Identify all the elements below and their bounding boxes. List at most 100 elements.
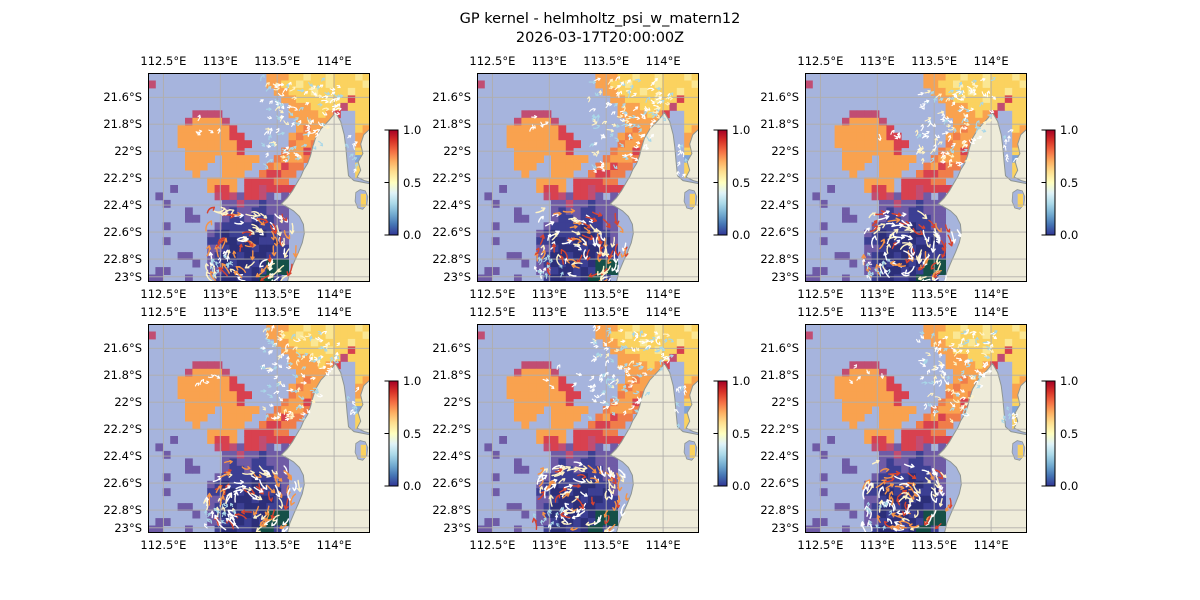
y-tick-label: 22.2°S: [432, 422, 471, 437]
figure-subtitle: 2026-03-17T20:00:00Z: [515, 30, 685, 46]
x-tick-label-top: 114°E: [645, 305, 681, 319]
map-panel-4: 112.5°E 112.5°E 113°E 113°E 113.5°E 113.5°E 11…: [103, 305, 421, 552]
x-tick-label-bottom: 112.5°E: [140, 287, 187, 301]
gridlines: [148, 324, 370, 533]
map-plot: [148, 73, 370, 282]
x-tick-label-bottom: 113.5°E: [254, 287, 301, 301]
y-tick-label: 22.2°S: [760, 171, 799, 186]
x-tick-label-bottom: 114°E: [973, 538, 1009, 552]
map-panel-6: 112.5°E 112.5°E 113°E 113°E 113.5°E 113.5°E 11…: [760, 305, 1078, 552]
y-tick-label: 22°S: [443, 144, 471, 159]
x-tick-label-bottom: 113°E: [859, 538, 895, 552]
gridlines: [805, 324, 1027, 533]
colorbar: [713, 129, 728, 236]
x-tick-label-top: 112.5°E: [140, 54, 187, 68]
y-tick-label: 21.8°S: [103, 368, 142, 383]
x-tick-label-bottom: 112.5°E: [797, 538, 844, 552]
x-tick-label-bottom: 114°E: [316, 287, 352, 301]
colorbar: [384, 380, 399, 487]
colorbar-tick-label: 0.5: [403, 426, 422, 441]
map-plot: [805, 324, 1027, 533]
x-tick-label-top: 114°E: [973, 305, 1009, 319]
colorbar: [713, 380, 728, 487]
y-tick-label: 21.6°S: [432, 90, 471, 105]
y-tick-label: 23°S: [443, 269, 471, 284]
y-tick-label: 22.8°S: [103, 252, 142, 267]
y-tick-label: 21.6°S: [760, 90, 799, 105]
colorbar-tick-label: 1.0: [403, 123, 422, 137]
quiver-arrows: [531, 325, 687, 533]
x-tick-label-bottom: 113°E: [202, 287, 238, 301]
figure-title: GP kernel - helmholtz_psi_w_matern12: [459, 11, 741, 27]
x-tick-label-top: 113°E: [859, 305, 895, 319]
x-tick-label-bottom: 112.5°E: [469, 538, 516, 552]
y-tick-label: 21.8°S: [760, 117, 799, 132]
colorbar-tick-label: 1.0: [403, 374, 422, 388]
quiver-arrows: [861, 77, 1018, 282]
colorbar-tick-label: 0.0: [732, 228, 751, 242]
x-tick-label-bottom: 112.5°E: [469, 287, 516, 301]
x-tick-label-top: 114°E: [645, 54, 681, 68]
y-tick-label: 22.2°S: [432, 171, 471, 186]
x-tick-label-bottom: 113.5°E: [911, 538, 958, 552]
colorbar-tick-label: 0.0: [732, 479, 751, 493]
colorbar-tick-label: 1.0: [732, 374, 751, 388]
x-tick-label-bottom: 114°E: [645, 287, 681, 301]
y-tick-label: 21.8°S: [432, 368, 471, 383]
y-tick-label: 21.6°S: [103, 341, 142, 356]
y-tick-label: 22.4°S: [760, 449, 799, 464]
y-tick-label: 22.6°S: [432, 225, 471, 240]
colorbar-tick-label: 0.0: [403, 228, 422, 242]
x-tick-label-top: 112.5°E: [469, 54, 516, 68]
land-layer: [609, 362, 699, 533]
colorbar: [1041, 129, 1056, 236]
x-tick-label-bottom: 113.5°E: [254, 538, 301, 552]
y-tick-label: 22°S: [443, 395, 471, 410]
x-tick-label-top: 113.5°E: [583, 305, 630, 319]
colorbar-tick-label: 1.0: [1060, 123, 1079, 137]
colorbar-tick-label: 0.0: [1060, 479, 1079, 493]
colorbar-tick-label: 1.0: [732, 123, 751, 137]
x-tick-label-top: 114°E: [316, 54, 352, 68]
land-layer: [609, 111, 699, 282]
y-tick-label: 23°S: [771, 520, 799, 535]
gridlines: [148, 73, 370, 282]
y-tick-label: 21.6°S: [103, 90, 142, 105]
y-tick-label: 22°S: [771, 144, 799, 159]
y-tick-label: 22.8°S: [432, 503, 471, 518]
y-tick-label: 22.6°S: [432, 476, 471, 491]
gridlines: [477, 324, 699, 533]
y-tick-label: 22.2°S: [103, 422, 142, 437]
y-tick-label: 22.8°S: [432, 252, 471, 267]
y-tick-label: 22°S: [771, 395, 799, 410]
x-tick-label-top: 112.5°E: [797, 54, 844, 68]
y-tick-label: 22°S: [114, 395, 142, 410]
y-tick-label: 21.8°S: [432, 117, 471, 132]
colorbar-tick-label: 0.0: [1060, 228, 1079, 242]
y-tick-label: 23°S: [114, 269, 142, 284]
map-panel-5: 112.5°E 112.5°E 113°E 113°E 113.5°E 113.5°E 11…: [432, 305, 750, 552]
y-tick-label: 21.8°S: [103, 117, 142, 132]
colorbar-tick-label: 0.5: [1060, 175, 1079, 190]
y-tick-label: 21.6°S: [432, 341, 471, 356]
x-tick-label-top: 114°E: [973, 54, 1009, 68]
y-tick-label: 22.6°S: [103, 225, 142, 240]
x-tick-label-bottom: 114°E: [316, 538, 352, 552]
x-tick-label-top: 113°E: [531, 305, 567, 319]
colorbar-tick-label: 0.5: [403, 175, 422, 190]
x-tick-label-top: 113°E: [531, 54, 567, 68]
x-tick-label-bottom: 113°E: [531, 287, 567, 301]
map-plot: [805, 73, 1027, 282]
colorbar-tick-label: 0.0: [403, 479, 422, 493]
x-tick-label-bottom: 113°E: [202, 538, 238, 552]
y-tick-label: 22.2°S: [103, 171, 142, 186]
gridlines: [805, 73, 1027, 282]
x-tick-label-bottom: 114°E: [645, 538, 681, 552]
y-tick-label: 23°S: [443, 520, 471, 535]
x-tick-label-top: 112.5°E: [469, 305, 516, 319]
colorbar-tick-label: 0.5: [732, 175, 751, 190]
x-tick-label-top: 113.5°E: [583, 54, 630, 68]
y-tick-label: 22.4°S: [432, 198, 471, 213]
x-tick-label-bottom: 113°E: [531, 538, 567, 552]
